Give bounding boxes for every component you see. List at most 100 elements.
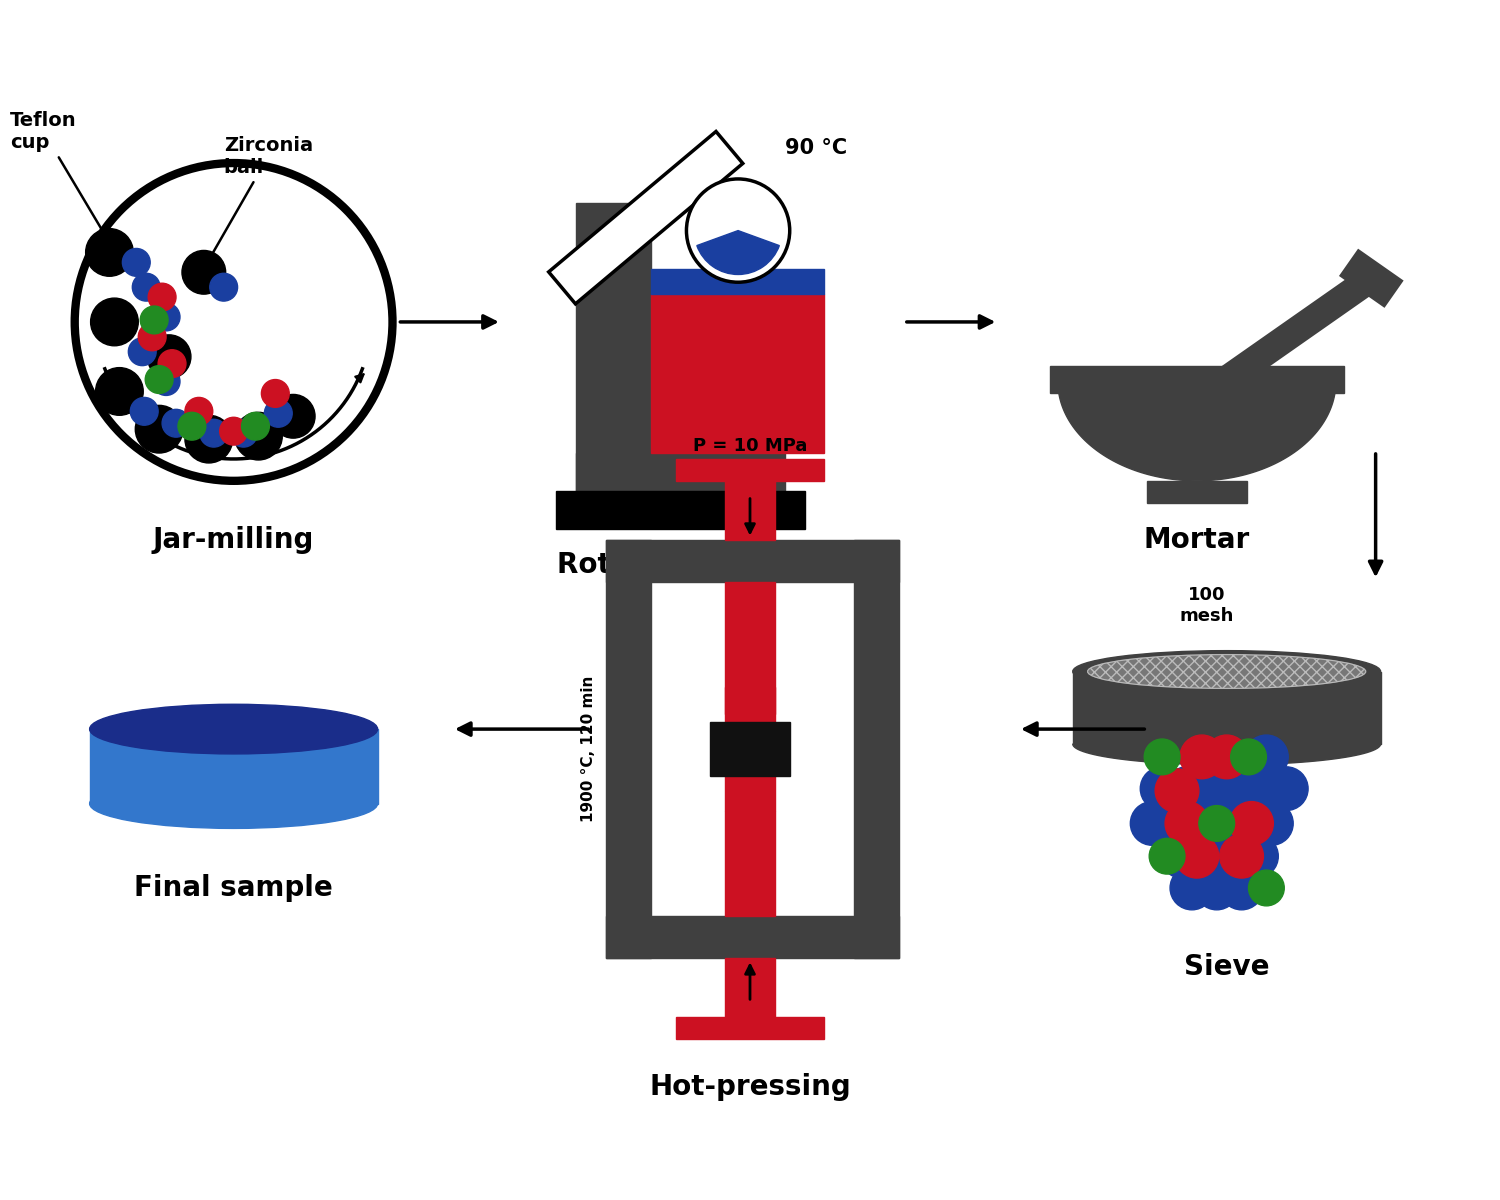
Circle shape [141,306,168,334]
FancyBboxPatch shape [724,811,776,916]
Circle shape [158,349,186,378]
Circle shape [1204,736,1248,779]
Circle shape [130,397,158,425]
Circle shape [261,379,290,407]
FancyBboxPatch shape [675,458,825,481]
FancyBboxPatch shape [724,686,776,721]
Text: Jar-milling: Jar-milling [153,527,315,554]
Polygon shape [1058,382,1336,481]
Circle shape [162,409,190,437]
FancyBboxPatch shape [90,730,378,804]
Circle shape [234,413,282,460]
FancyBboxPatch shape [651,294,825,454]
Circle shape [138,323,166,350]
Circle shape [1140,767,1184,810]
Ellipse shape [1088,655,1365,689]
Bar [549,132,742,304]
Circle shape [123,248,150,276]
Circle shape [1155,769,1198,812]
Circle shape [1250,802,1293,845]
Circle shape [1174,802,1218,845]
Circle shape [219,418,248,445]
Text: 1900 °C, 120 min: 1900 °C, 120 min [580,676,596,822]
Circle shape [1234,834,1278,878]
FancyBboxPatch shape [606,540,898,582]
Circle shape [135,406,183,454]
Text: Teflon
cup: Teflon cup [10,112,106,238]
Circle shape [86,228,134,276]
Circle shape [1248,870,1284,906]
Circle shape [264,400,292,427]
Circle shape [1149,839,1185,874]
Circle shape [1150,802,1194,845]
Ellipse shape [90,704,378,754]
Circle shape [1185,834,1228,878]
FancyBboxPatch shape [606,540,651,958]
Circle shape [242,413,270,440]
Circle shape [1174,834,1218,878]
FancyBboxPatch shape [1050,366,1344,394]
Circle shape [1144,739,1180,775]
Text: Zirconia
ball: Zirconia ball [201,136,314,272]
Circle shape [1196,866,1239,910]
FancyBboxPatch shape [724,582,776,714]
Circle shape [90,298,138,346]
Circle shape [1220,866,1263,910]
Circle shape [1230,739,1266,775]
Circle shape [129,338,156,366]
Text: 90 °C: 90 °C [784,138,847,158]
Ellipse shape [90,779,378,828]
Circle shape [152,304,180,331]
Circle shape [148,283,176,311]
Circle shape [1239,767,1284,810]
Circle shape [184,415,232,463]
Polygon shape [1072,744,1380,764]
Text: Final sample: Final sample [134,874,333,902]
Text: Rotary evaporator: Rotary evaporator [556,551,844,580]
Circle shape [152,367,180,396]
FancyBboxPatch shape [651,269,825,294]
Circle shape [1215,767,1258,810]
Circle shape [1220,834,1263,878]
Wedge shape [698,230,780,275]
Circle shape [210,274,237,301]
FancyBboxPatch shape [1148,481,1246,503]
Text: Mortar: Mortar [1144,527,1250,554]
Circle shape [96,367,142,415]
Text: 100
mesh: 100 mesh [1179,586,1234,625]
Circle shape [1190,767,1233,810]
Text: Sieve: Sieve [1184,954,1269,982]
Circle shape [1166,767,1209,810]
Circle shape [1160,834,1204,878]
Circle shape [687,179,789,282]
Circle shape [146,366,172,394]
FancyBboxPatch shape [855,540,898,958]
FancyBboxPatch shape [576,454,784,491]
FancyBboxPatch shape [606,916,898,958]
Circle shape [1210,834,1254,878]
Circle shape [272,395,315,438]
Circle shape [200,419,228,448]
FancyBboxPatch shape [556,491,804,528]
FancyBboxPatch shape [576,203,651,491]
Circle shape [1245,736,1288,779]
FancyBboxPatch shape [724,776,776,811]
Circle shape [182,251,225,294]
Ellipse shape [1072,650,1380,692]
Circle shape [230,419,258,448]
Text: P = 10 MPa: P = 10 MPa [693,437,807,455]
Circle shape [1131,802,1174,845]
Circle shape [1198,805,1234,841]
Circle shape [1166,802,1209,845]
Text: Hot-pressing: Hot-pressing [650,1073,850,1100]
Circle shape [1224,802,1269,845]
Circle shape [178,413,206,440]
Circle shape [184,397,213,425]
FancyBboxPatch shape [724,481,776,540]
Circle shape [147,335,190,378]
FancyBboxPatch shape [711,721,789,776]
Circle shape [1200,802,1243,845]
FancyBboxPatch shape [675,1018,825,1039]
FancyBboxPatch shape [724,958,776,1018]
Circle shape [1170,866,1214,910]
